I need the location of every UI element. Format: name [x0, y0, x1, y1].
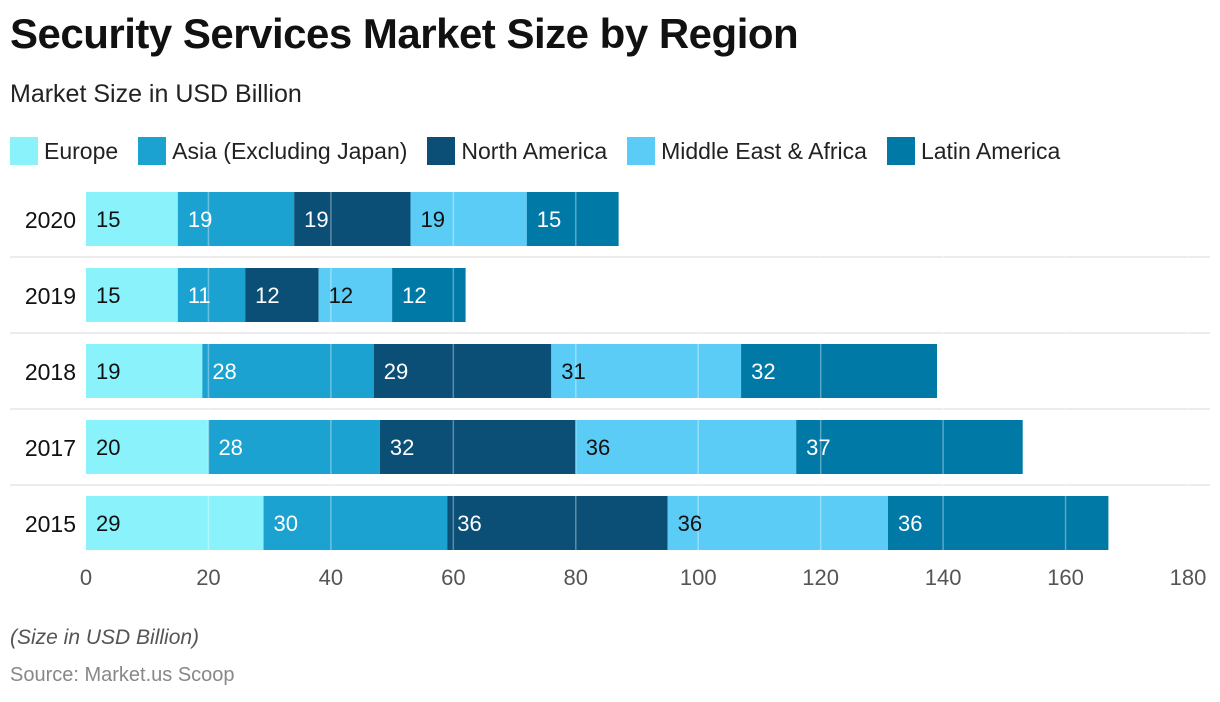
x-tick-label-80: 80	[564, 565, 588, 590]
data-label-europe-2020: 15	[96, 207, 120, 232]
bar-latin-america-2015	[888, 496, 1109, 550]
legend-label: Europe	[44, 137, 119, 164]
chart-title: Security Services Market Size by Region	[10, 10, 799, 57]
bar-north-america-2015	[447, 496, 668, 550]
data-label-latin-america-2017: 37	[806, 435, 830, 460]
bar-asia-excluding-japan-2019	[177, 268, 246, 322]
bar-europe-2018	[86, 344, 203, 398]
legend-label: North America	[461, 137, 608, 164]
data-label-latin-america-2019: 12	[402, 283, 426, 308]
bar-middle-east-africa-2017	[575, 420, 797, 474]
footnote: (Size in USD Billion)	[10, 626, 200, 649]
bar-north-america-2018	[373, 344, 552, 398]
data-labels-group: 15 19 19 19 15 15 11 12 12 12 19 28 29 31 32 20 28 32 36 37…	[96, 207, 922, 536]
row-separators-group	[10, 256, 1210, 486]
legend-item-asia-excluding-japan: Asia (Excluding Japan)	[138, 137, 407, 165]
bar-asia-excluding-japan-2018	[202, 344, 374, 398]
data-label-asia-excluding-japan-2018: 28	[212, 359, 236, 384]
chart-subtitle: Market Size in USD Billion	[10, 80, 302, 108]
data-label-europe-2015: 29	[96, 511, 120, 536]
bar-europe-2020	[86, 192, 178, 246]
data-label-asia-excluding-japan-2017: 28	[218, 435, 242, 460]
bars-group	[86, 192, 1109, 550]
data-label-asia-excluding-japan-2019: 11	[188, 283, 211, 308]
data-label-asia-excluding-japan-2015: 30	[274, 511, 298, 536]
bar-europe-2015	[86, 496, 264, 550]
legend-label: Middle East & Africa	[661, 137, 867, 164]
legend-item-latin-america: Latin America	[886, 137, 1061, 165]
bar-middle-east-africa-2020	[410, 192, 527, 246]
data-label-asia-excluding-japan-2020: 19	[188, 207, 212, 232]
bar-europe-2019	[86, 268, 178, 322]
gridlines-group	[207, 185, 1189, 556]
stacked-bar-chart: 15 19 19 19 15 15 11 12 12 12 19 28 29 31 32 20 28 32 36 37…	[10, 185, 1210, 590]
bar-north-america-2020	[294, 192, 411, 246]
bar-middle-east-africa-2018	[551, 344, 742, 398]
legend-swatch	[627, 137, 656, 165]
data-label-north-america-2017: 32	[390, 435, 414, 460]
legend-swatch	[10, 137, 38, 165]
bar-north-america-2017	[379, 420, 576, 474]
data-label-middle-east-africa-2017: 36	[586, 435, 610, 460]
data-label-north-america-2015: 36	[457, 511, 481, 536]
data-label-north-america-2018: 29	[384, 359, 408, 384]
y-tick-label-2017: 2017	[25, 435, 76, 461]
bar-asia-excluding-japan-2020	[177, 192, 295, 246]
data-label-latin-america-2020: 15	[537, 207, 561, 232]
legend-label: Asia (Excluding Japan)	[172, 137, 408, 164]
data-label-europe-2018: 19	[96, 359, 120, 384]
bar-middle-east-africa-2015	[667, 496, 889, 550]
legend-item-middle-east-africa: Middle East & Africa	[627, 137, 867, 165]
x-tick-label-60: 60	[441, 565, 465, 590]
source-credit: Source: Market.us Scoop	[10, 664, 235, 686]
legend-swatch	[886, 137, 915, 165]
legend-swatch	[427, 137, 456, 165]
data-label-europe-2017: 20	[96, 435, 120, 460]
bar-latin-america-2020	[526, 192, 619, 246]
data-label-middle-east-africa-2020: 19	[420, 207, 444, 232]
x-tick-label-0: 0	[80, 565, 92, 590]
legend-item-north-america: North America	[427, 137, 607, 165]
x-tick-label-40: 40	[319, 565, 343, 590]
data-label-middle-east-africa-2019: 12	[329, 283, 353, 308]
bar-latin-america-2019	[392, 268, 466, 322]
y-tick-label-2020: 2020	[25, 207, 76, 233]
x-tick-label-100: 100	[680, 565, 717, 590]
data-label-latin-america-2018: 32	[751, 359, 775, 384]
x-tick-label-160: 160	[1047, 565, 1084, 590]
data-label-north-america-2020: 19	[304, 207, 328, 232]
bar-latin-america-2018	[741, 344, 937, 398]
data-label-middle-east-africa-2018: 31	[561, 359, 585, 384]
legend-swatch	[138, 137, 167, 165]
y-tick-label-2019: 2019	[25, 283, 76, 309]
bar-latin-america-2017	[796, 420, 1023, 474]
data-label-europe-2019: 15	[96, 283, 120, 308]
legend-label: Latin America	[920, 137, 1061, 164]
y-tick-label-2018: 2018	[25, 359, 76, 385]
bar-europe-2017	[86, 420, 209, 474]
bar-middle-east-africa-2019	[318, 268, 393, 322]
bar-asia-excluding-japan-2017	[208, 420, 380, 474]
y-tick-label-2015: 2015	[25, 511, 76, 537]
legend-item-europe: Europe	[10, 137, 118, 165]
data-label-latin-america-2015: 36	[898, 511, 922, 536]
data-label-north-america-2019: 12	[255, 283, 279, 308]
x-tick-label-140: 140	[925, 565, 962, 590]
x-tick-label-180: 180	[1170, 565, 1207, 590]
chart-legend: Europe Asia (Excluding Japan) North Americ…	[10, 134, 1080, 168]
x-tick-label-20: 20	[196, 565, 220, 590]
data-label-middle-east-africa-2015: 36	[678, 511, 702, 536]
bar-asia-excluding-japan-2015	[263, 496, 448, 550]
bar-north-america-2019	[245, 268, 319, 322]
x-tick-label-120: 120	[802, 565, 839, 590]
